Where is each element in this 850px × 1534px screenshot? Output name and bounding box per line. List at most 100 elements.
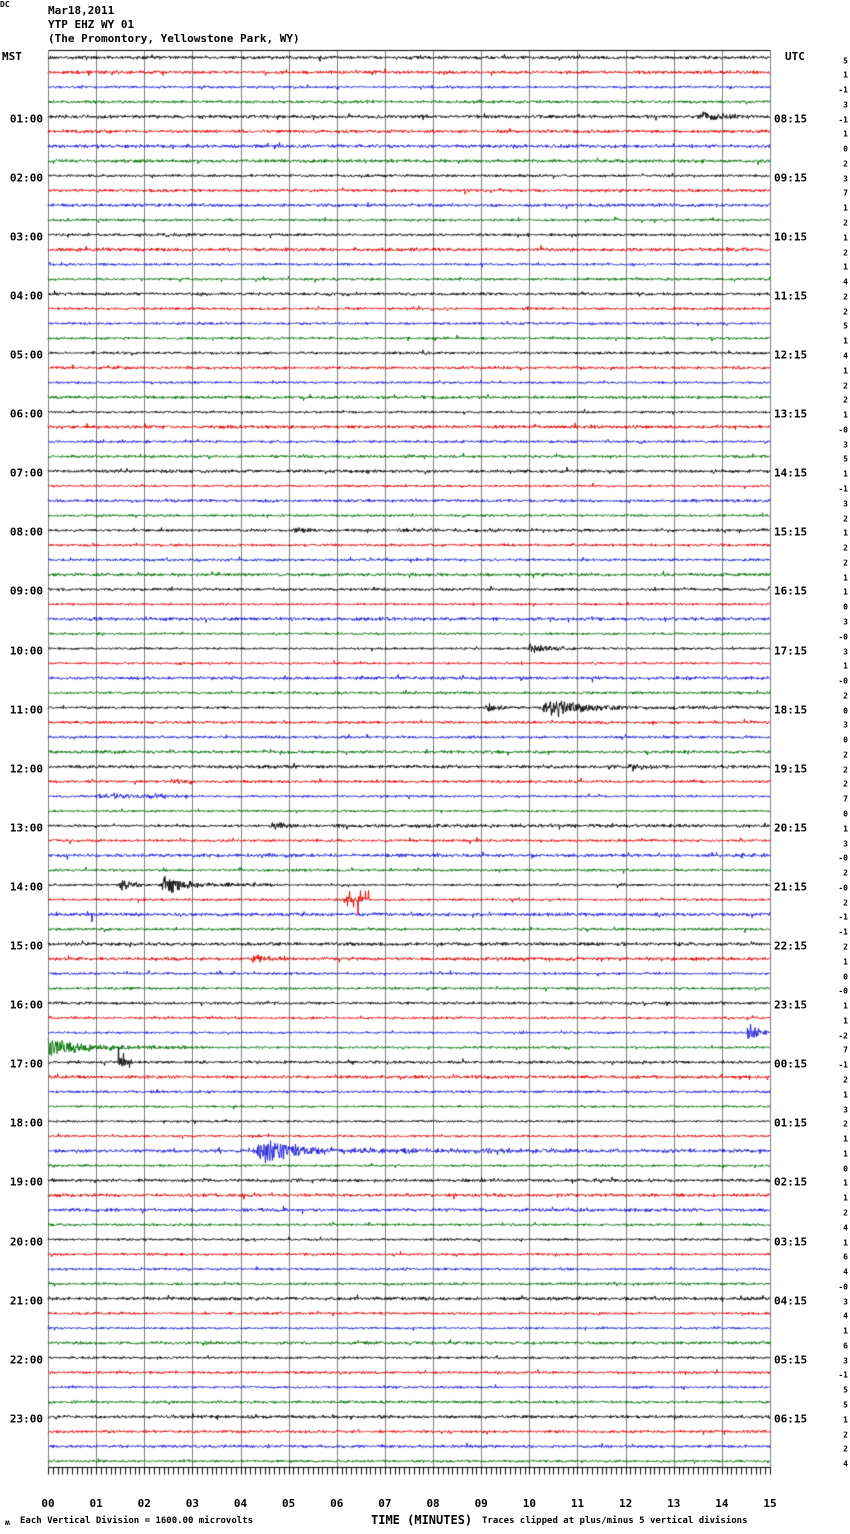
dc-offset-value: 1	[843, 1090, 848, 1100]
dc-offset-value: -1	[838, 484, 848, 494]
dc-offset-value: 6	[843, 1341, 848, 1351]
utc-quarter-label: 00:15	[774, 1057, 808, 1071]
utc-quarter-label: 21:15	[774, 880, 808, 894]
utc-quarter-label: 09:15	[774, 171, 808, 185]
utc-quarter-label: 15:15	[774, 525, 808, 539]
dc-offset-value: 3	[843, 1297, 848, 1307]
dc-offset-value: 1	[843, 469, 848, 479]
dc-offset-value: 1	[843, 1238, 848, 1247]
dc-offset-value: 3	[843, 1105, 848, 1115]
mst-hour-label: 11:00	[9, 703, 43, 717]
dc-offset-value: 2	[843, 159, 848, 169]
dc-offset-value: -0	[838, 632, 848, 642]
dc-offset-value: 0	[843, 809, 848, 819]
dc-offset-value: 2	[843, 248, 848, 258]
dc-offset-value: 2	[843, 292, 848, 302]
dc-offset-value: 2	[843, 779, 848, 789]
dc-offset-value: 2	[843, 942, 848, 952]
dc-offset-value: 7	[843, 794, 848, 804]
mst-hour-label: 03:00	[9, 230, 43, 244]
dc-offset-value: 3	[843, 647, 848, 656]
dc-offset-value: 0	[843, 735, 848, 745]
dc-offset-value: 2	[843, 691, 848, 701]
dc-offset-value: 5	[843, 56, 848, 65]
utc-quarter-label: 01:15	[774, 1116, 808, 1130]
x-axis-tick-label: 10	[522, 1497, 536, 1510]
dc-offset-value: 7	[843, 1045, 848, 1055]
x-axis-title: TIME (MINUTES)	[371, 1513, 473, 1527]
dc-offset-value: 3	[843, 1356, 848, 1366]
dc-offset-value: 1	[843, 528, 848, 538]
utc-quarter-label: 02:15	[774, 1175, 808, 1189]
dc-offset-value: 0	[843, 706, 848, 716]
vertical-scale-note: Each Vertical Division = 1600.00 microvo…	[20, 1516, 253, 1526]
utc-quarter-label: 03:15	[774, 1235, 808, 1248]
mst-hour-label: 10:00	[9, 644, 43, 657]
x-axis-tick-label: 00	[41, 1497, 55, 1510]
mst-hour-label: 20:00	[9, 1235, 43, 1248]
dc-offset-value: 2	[843, 307, 848, 317]
dc-offset-value: 0	[843, 1164, 848, 1174]
dc-offset-value: 2	[843, 381, 848, 391]
dc-offset-value: 4	[843, 351, 848, 361]
utc-quarter-label: 10:15	[774, 230, 808, 244]
dc-offset-value: 4	[843, 1311, 848, 1321]
dc-offset-value: 1	[843, 1415, 848, 1425]
utc-quarter-label: 08:15	[774, 112, 808, 126]
x-axis-tick-label: 03	[185, 1497, 200, 1510]
mst-hour-label: 05:00	[9, 348, 43, 362]
dc-offset-value: -0	[838, 676, 848, 686]
mst-hour-label: 19:00	[9, 1175, 43, 1189]
dc-offset-value: 1	[843, 957, 848, 967]
dc-offset-value: -2	[838, 1031, 848, 1041]
utc-quarter-label: 05:15	[774, 1353, 808, 1367]
utc-quarter-label: 23:15	[774, 998, 808, 1012]
dc-offset-value: 1	[843, 573, 848, 583]
utc-quarter-label: 13:15	[774, 407, 808, 421]
dc-offset-value: 3	[843, 720, 848, 730]
dc-offset-value: 0	[843, 144, 848, 154]
dc-offset-value: 3	[843, 839, 848, 849]
dc-offset-value: 1	[843, 366, 848, 376]
mst-hour-label: 15:00	[9, 939, 43, 953]
dc-offset-value: 2	[843, 1208, 848, 1218]
dc-offset-value: 5	[843, 454, 848, 464]
dc-offset-value: 4	[843, 1223, 848, 1233]
x-axis-tick-label: 04	[233, 1497, 248, 1510]
dc-offset-value: 1	[843, 233, 848, 243]
dc-offset-value: 0	[843, 602, 848, 612]
dc-offset-value: 4	[843, 1267, 848, 1277]
dc-offset-value: 2	[843, 898, 848, 908]
mst-hour-label: 07:00	[9, 466, 43, 480]
utc-quarter-label: 18:15	[774, 703, 808, 717]
dc-offset-value: 1	[843, 587, 848, 597]
dc-offset-value: -1	[838, 912, 848, 922]
utc-quarter-label: 12:15	[774, 348, 808, 362]
dc-offset-value: -0	[838, 853, 848, 863]
clipping-note: Traces clipped at plus/minus 5 vertical …	[482, 1516, 748, 1526]
utc-quarter-label: 19:15	[774, 762, 808, 776]
dc-offset-value: 2	[843, 543, 848, 553]
station-squiggle-glyph: ʍ	[5, 1518, 10, 1527]
mst-hour-label: 12:00	[9, 762, 43, 776]
dc-offset-value: 4	[843, 1459, 848, 1469]
dc-offset-value: 1	[843, 1149, 848, 1159]
x-axis-tick-label: 14	[715, 1497, 729, 1510]
mst-hour-label: 06:00	[9, 407, 43, 421]
dc-offset-value: 5	[843, 1400, 848, 1410]
dc-offset-value: 5	[843, 321, 848, 331]
dc-offset-value: 2	[843, 1430, 848, 1440]
x-axis-tick-label: 06	[330, 1497, 344, 1510]
dc-offset-value: 2	[843, 514, 848, 524]
dc-offset-value: 4	[843, 277, 848, 287]
dc-offset-value: 3	[843, 440, 848, 450]
dc-offset-value: 1	[843, 410, 848, 420]
mst-hour-label: 04:00	[9, 289, 43, 303]
utc-quarter-label: 06:15	[774, 1412, 808, 1426]
x-axis-tick-label: 05	[282, 1497, 296, 1510]
utc-quarter-label: 17:15	[774, 644, 808, 657]
dc-offset-value: 1	[843, 70, 848, 80]
x-axis-tick-label: 07	[378, 1497, 392, 1510]
